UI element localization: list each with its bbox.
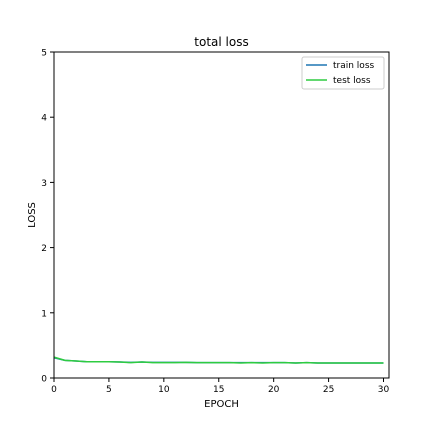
- x-tick-label: 20: [268, 385, 280, 395]
- chart-title: total loss: [194, 35, 248, 49]
- y-axis-ticks: 0 1 2 3 4 5: [41, 49, 54, 385]
- y-tick-label: 0: [41, 375, 47, 385]
- plot-frame: [53, 51, 390, 379]
- y-tick-label: 3: [41, 179, 47, 189]
- legend-entry-test-loss: test loss: [333, 76, 371, 86]
- x-axis-label: EPOCH: [204, 399, 239, 410]
- y-tick-label: 2: [41, 244, 47, 254]
- x-tick-label: 10: [158, 385, 170, 395]
- y-tick-label: 4: [41, 114, 47, 124]
- x-tick-label: 30: [378, 385, 390, 395]
- x-tick-label: 15: [213, 385, 224, 395]
- x-tick-label: 5: [106, 385, 112, 395]
- x-tick-label: 25: [323, 385, 334, 395]
- x-tick-label: 0: [51, 385, 57, 395]
- series-line-test-loss: [53, 356, 384, 364]
- legend: train loss test loss: [301, 56, 385, 90]
- y-tick-label: 5: [41, 49, 47, 59]
- y-axis-label: LOSS: [27, 202, 38, 228]
- x-axis-ticks: 0 5 10 15 20 25 30: [51, 378, 390, 395]
- series-layer: [53, 356, 384, 364]
- legend-entry-train-loss: train loss: [333, 61, 375, 71]
- y-tick-label: 1: [41, 309, 47, 319]
